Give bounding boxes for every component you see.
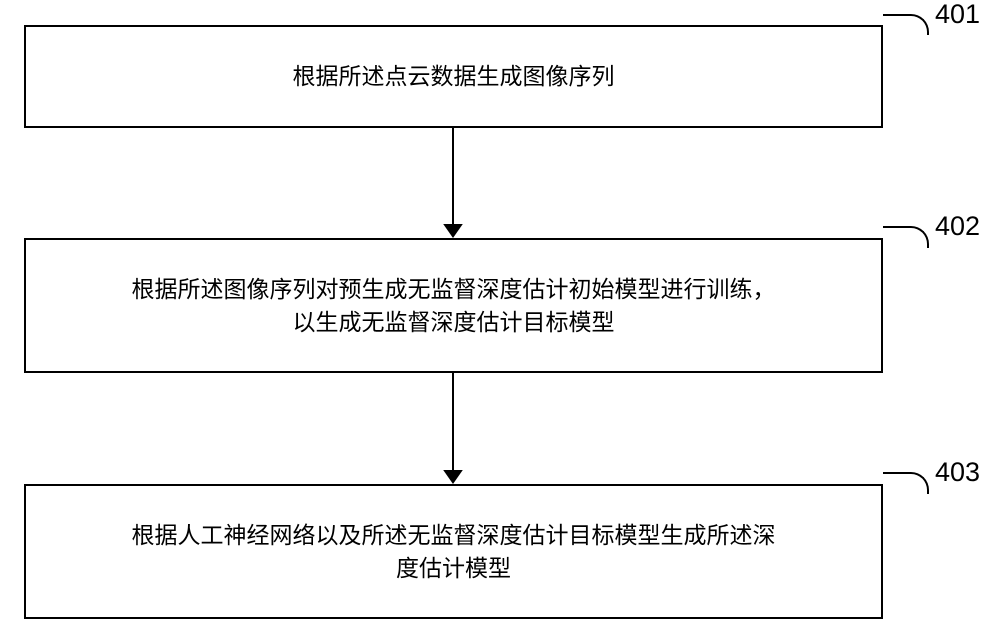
leader-line — [883, 226, 929, 248]
node-label: 403 — [935, 457, 980, 488]
flowchart-node-n3: 根据人工神经网络以及所述无监督深度估计目标模型生成所述深 度估计模型 — [24, 484, 883, 619]
flowchart-canvas: 根据所述点云数据生成图像序列 401 根据所述图像序列对预生成无监督深度估计初始模型… — [0, 0, 1000, 643]
node-text: 根据人工神经网络以及所述无监督深度估计目标模型生成所述深 度估计模型 — [132, 519, 776, 583]
leader-line — [883, 14, 929, 35]
flow-arrow — [433, 128, 473, 238]
node-label: 402 — [935, 211, 980, 242]
node-label: 401 — [935, 0, 980, 30]
leader-line — [883, 472, 929, 494]
flowchart-node-n1: 根据所述点云数据生成图像序列 — [24, 25, 883, 128]
node-text: 根据所述图像序列对预生成无监督深度估计初始模型进行训练， 以生成无监督深度估计目… — [132, 273, 776, 337]
flow-arrow — [433, 373, 473, 484]
node-text: 根据所述点云数据生成图像序列 — [293, 60, 615, 92]
flowchart-node-n2: 根据所述图像序列对预生成无监督深度估计初始模型进行训练， 以生成无监督深度估计目… — [24, 238, 883, 373]
